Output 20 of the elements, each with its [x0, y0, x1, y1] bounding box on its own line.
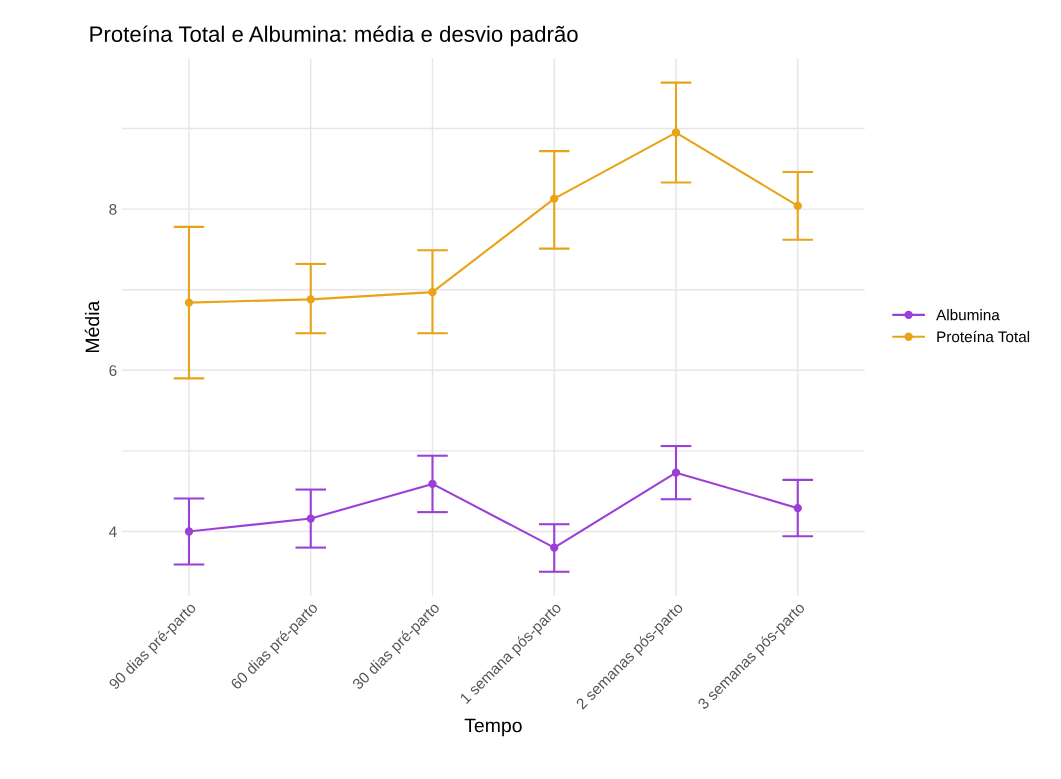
- point: [793, 503, 802, 513]
- y-axis-title: Média: [84, 300, 100, 353]
- point: [671, 128, 681, 137]
- legend-label: Proteína Total: [937, 330, 1030, 343]
- point: [428, 287, 437, 297]
- point: [550, 543, 559, 552]
- y-tick-label: 8: [109, 203, 117, 215]
- point: [671, 468, 681, 477]
- legend-label: Albumina: [936, 309, 1000, 321]
- point: [184, 298, 194, 307]
- y-tick-label: 4: [109, 526, 117, 537]
- chart-title: Proteína Total e Albumina: média e desvio padrão: [90, 25, 578, 47]
- point: [184, 527, 194, 536]
- point: [306, 514, 315, 523]
- point: [306, 295, 315, 304]
- y-tick-label: 6: [109, 365, 117, 376]
- point: [550, 194, 559, 203]
- point: [428, 479, 437, 489]
- point: [793, 201, 802, 211]
- x-axis-title: Tempo: [464, 718, 522, 737]
